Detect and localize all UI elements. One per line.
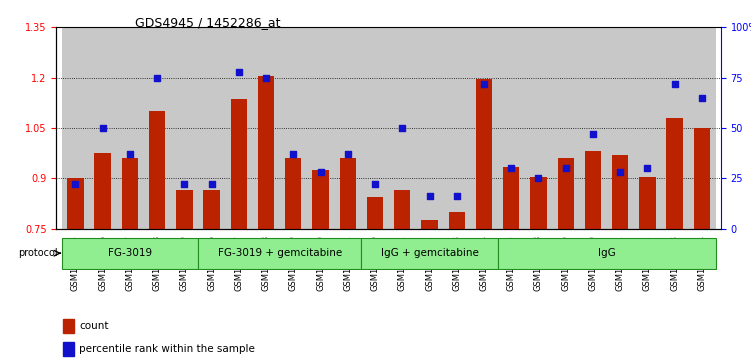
Bar [634, 27, 661, 229]
Bar [198, 27, 225, 229]
Point [424, 193, 436, 199]
Point [288, 151, 300, 157]
Bar [307, 27, 334, 229]
Bar [68, 178, 83, 229]
Bar [694, 128, 710, 229]
Bar [116, 27, 143, 229]
Bar [476, 79, 492, 229]
Bar [149, 111, 165, 229]
Bar [122, 158, 138, 229]
Bar [585, 151, 601, 229]
Point [97, 125, 109, 131]
Point [342, 151, 354, 157]
Bar [279, 27, 307, 229]
Point [233, 69, 245, 74]
Bar [95, 153, 111, 229]
Bar [361, 27, 389, 229]
Bar [312, 170, 329, 229]
Bar [63, 342, 74, 356]
Bar [530, 177, 547, 229]
Bar [89, 27, 116, 229]
Point [69, 182, 81, 187]
Bar [258, 76, 274, 229]
Bar [557, 158, 574, 229]
FancyBboxPatch shape [498, 238, 716, 269]
Bar [443, 27, 470, 229]
Bar [366, 197, 383, 229]
Point [451, 193, 463, 199]
Bar [62, 27, 89, 229]
Text: count: count [79, 321, 108, 331]
Point [397, 125, 409, 131]
Point [478, 81, 490, 86]
Bar [552, 27, 579, 229]
Point [668, 81, 680, 86]
Bar [176, 190, 192, 229]
Text: IgG + gemcitabine: IgG + gemcitabine [381, 248, 478, 258]
Bar [525, 27, 552, 229]
Point [587, 131, 599, 137]
Bar [285, 158, 301, 229]
Text: GDS4945 / 1452286_at: GDS4945 / 1452286_at [135, 16, 281, 29]
Bar [448, 212, 465, 229]
Bar [661, 27, 688, 229]
FancyBboxPatch shape [62, 238, 198, 269]
Point [614, 170, 626, 175]
Bar [252, 27, 279, 229]
Point [696, 95, 708, 101]
Bar [612, 155, 629, 229]
FancyBboxPatch shape [361, 238, 498, 269]
Bar [416, 27, 443, 229]
Bar [639, 177, 656, 229]
Point [206, 182, 218, 187]
Bar [225, 27, 252, 229]
Text: IgG: IgG [598, 248, 615, 258]
Point [151, 75, 163, 81]
Text: FG-3019: FG-3019 [108, 248, 152, 258]
Bar [389, 27, 416, 229]
Point [532, 175, 544, 181]
Point [641, 166, 653, 171]
Point [559, 166, 572, 171]
Bar [394, 190, 411, 229]
Bar [170, 27, 198, 229]
Bar [688, 27, 716, 229]
Bar [579, 27, 607, 229]
Bar [231, 99, 247, 229]
Text: protocol: protocol [18, 248, 58, 258]
Bar [607, 27, 634, 229]
Bar [666, 118, 683, 229]
Text: FG-3019 + gemcitabine: FG-3019 + gemcitabine [218, 248, 342, 258]
Text: percentile rank within the sample: percentile rank within the sample [79, 344, 255, 354]
Point [315, 170, 327, 175]
Bar [143, 27, 170, 229]
Bar [470, 27, 498, 229]
Point [178, 182, 190, 187]
Bar [498, 27, 525, 229]
Bar [334, 27, 361, 229]
Bar [63, 319, 74, 333]
Bar [503, 167, 520, 229]
Point [260, 75, 272, 81]
FancyBboxPatch shape [198, 238, 361, 269]
Point [369, 182, 381, 187]
Bar [421, 220, 438, 229]
Point [124, 151, 136, 157]
Bar [204, 190, 220, 229]
Point [505, 166, 517, 171]
Bar [339, 158, 356, 229]
